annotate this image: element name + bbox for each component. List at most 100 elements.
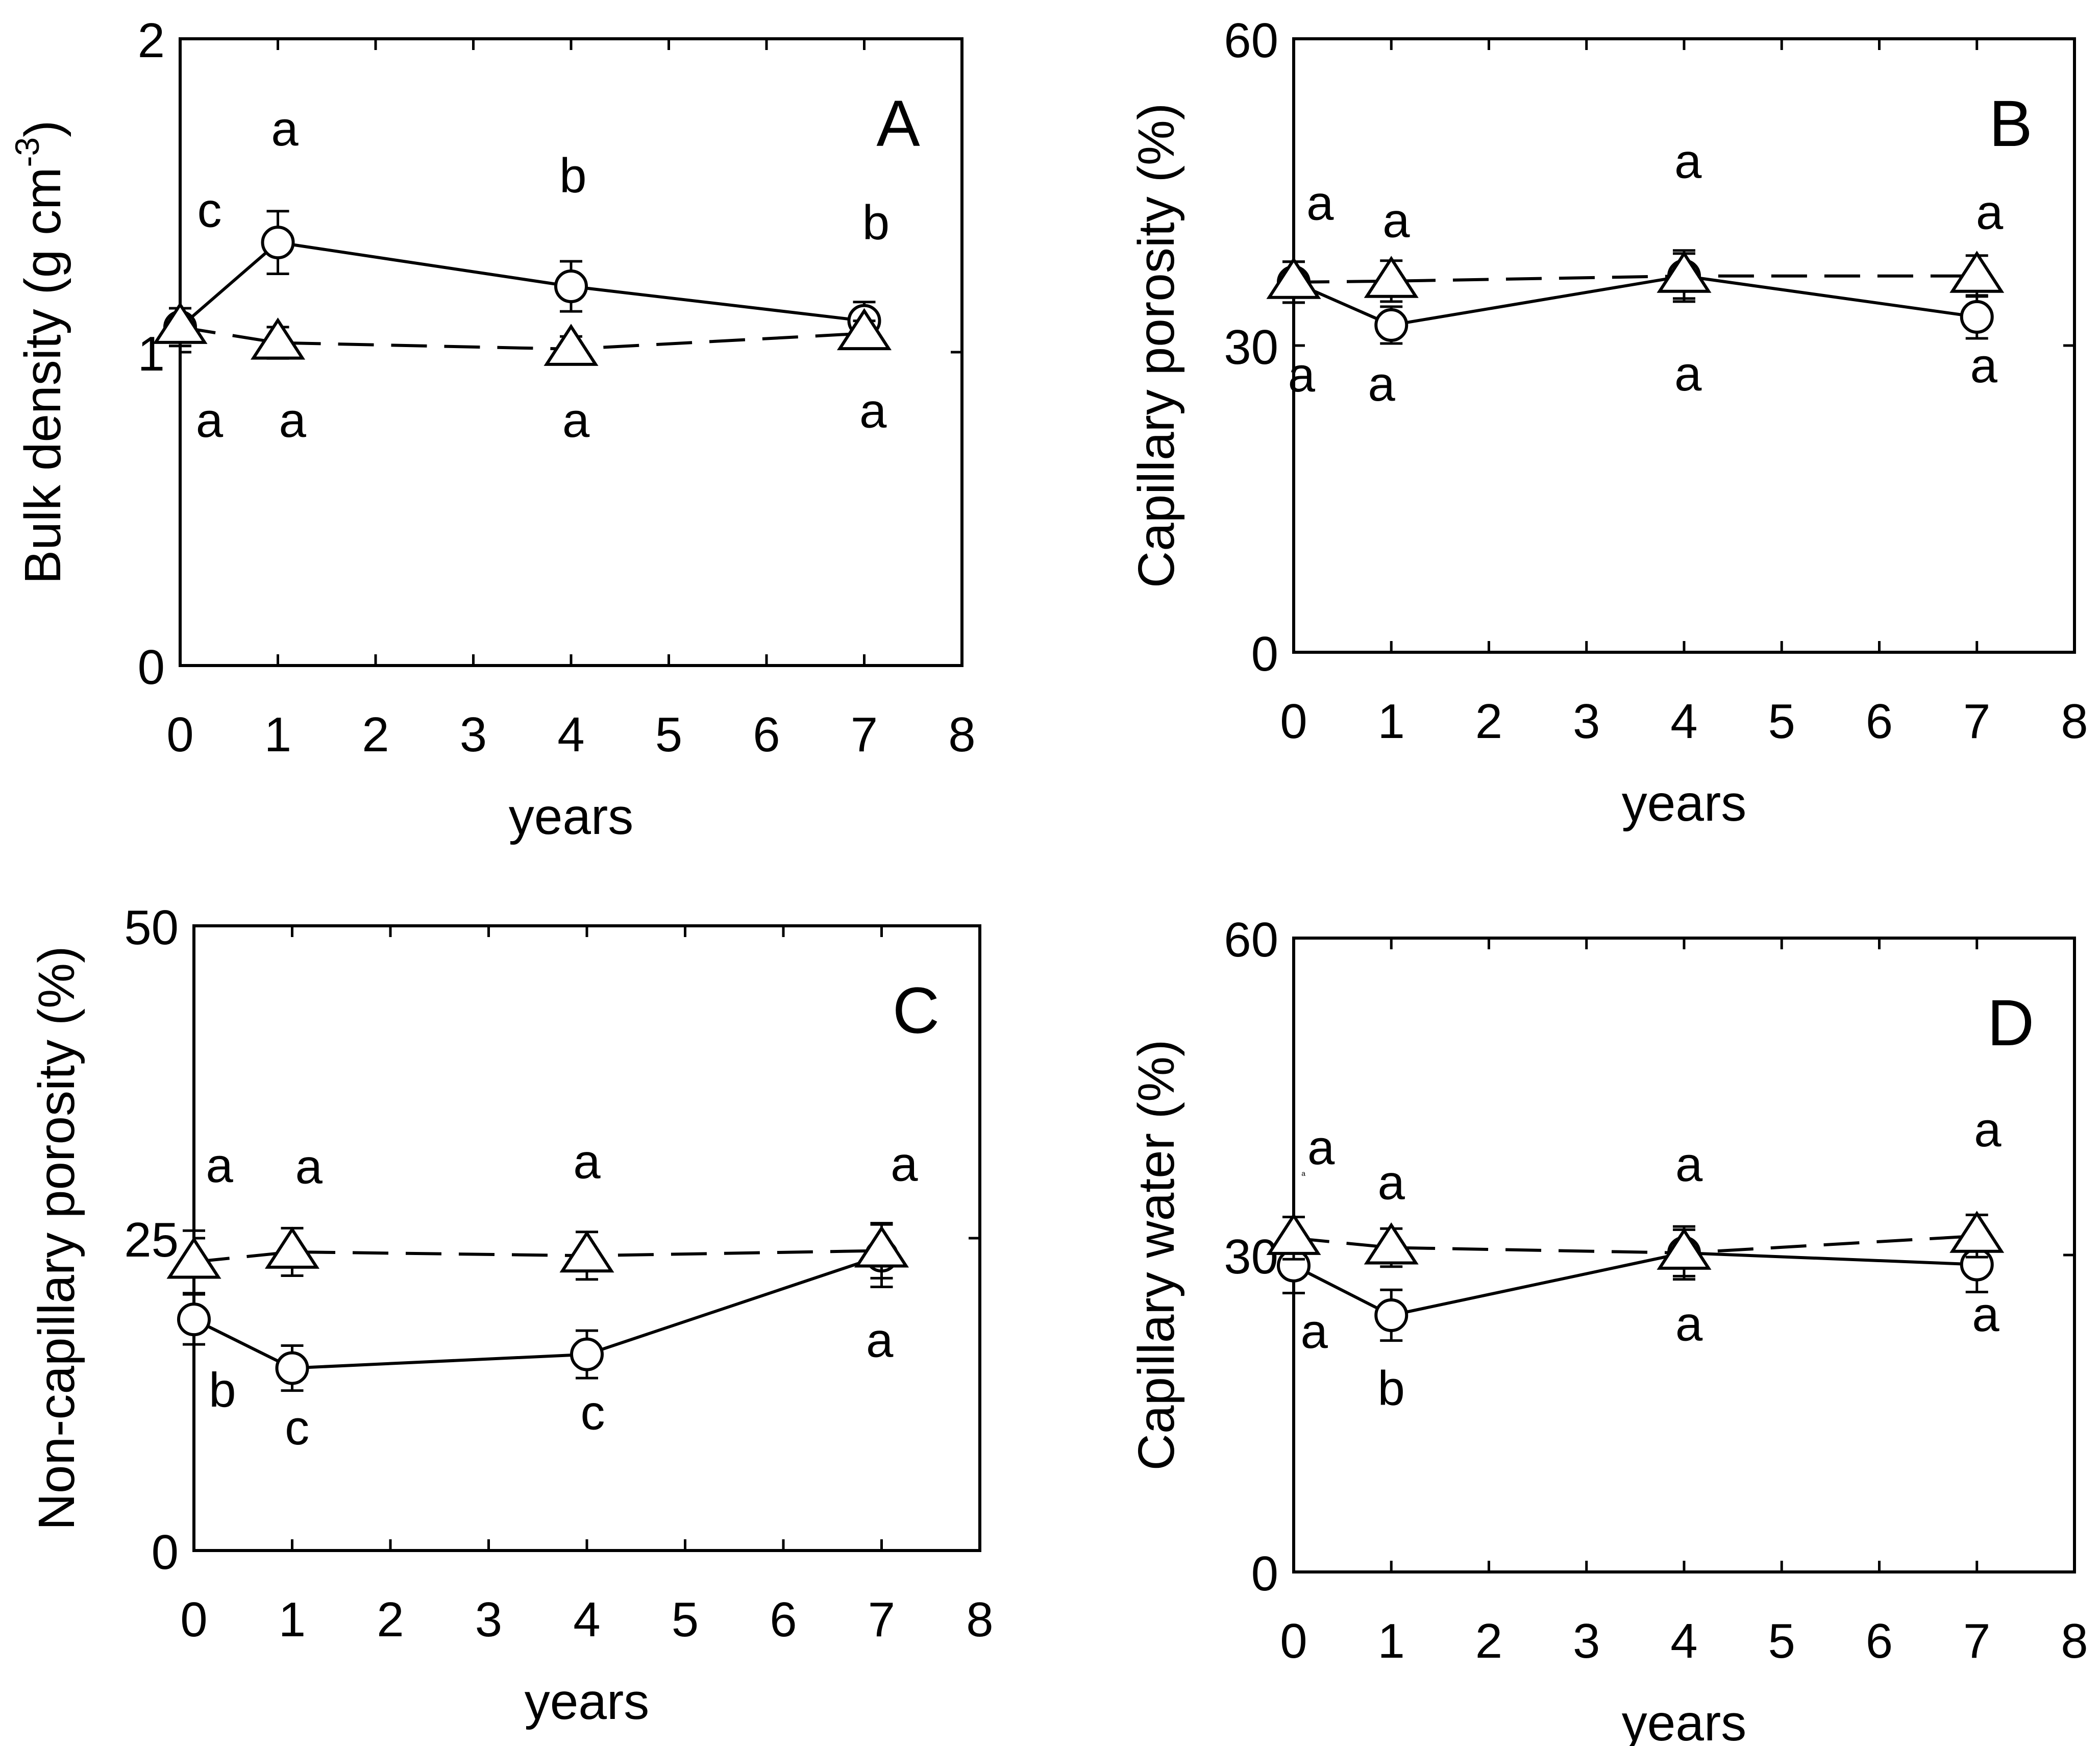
panel-a-series-circle-line <box>179 240 864 329</box>
panel-b-x-tick-label: 0 <box>1280 694 1307 749</box>
panel-c-series-circle-line <box>193 1254 882 1370</box>
panel-c-y-tick-label: 50 <box>124 900 179 955</box>
panel-a-y-axis-title-base: Bulk density (g cm <box>14 167 71 584</box>
panel-a-y-axis-title-sup: -3 <box>8 137 46 167</box>
panel-c-x-tick-label: 0 <box>180 1592 207 1647</box>
panel-b-series-circle-point <box>1960 300 1994 334</box>
panel-c-significance-letter: a <box>866 1313 894 1368</box>
panel-b-x-tick-label: 1 <box>1378 694 1405 749</box>
panel-c-y-tick-label: 0 <box>152 1525 179 1580</box>
panel-d-significance-letter: a <box>1307 1120 1335 1175</box>
panel-c-significance-letter: a <box>295 1139 323 1194</box>
panel-c-significance-letter: c <box>581 1386 605 1440</box>
panel-a-x-tick-label: 6 <box>753 707 780 762</box>
panel-c-x-axis-title: years <box>525 1673 650 1730</box>
panel-b-x-tick-label: 2 <box>1475 694 1502 749</box>
panel-a-significance-letter: a <box>562 393 590 448</box>
panel-a-y-axis-title-close: ) <box>14 120 71 137</box>
panel-b-x-tick-label: 5 <box>1768 694 1795 749</box>
panel-d-y-tick-label: 60 <box>1224 913 1278 967</box>
panel-a-significance-letter: a <box>859 383 887 438</box>
panel-c-series-triangle-point <box>854 1225 909 1268</box>
panel-b-significance-letter: a <box>1288 348 1316 402</box>
panel-a-y-axis-title: Bulk density (g cm-3) <box>8 120 71 584</box>
panel-b-y-tick-label: 0 <box>1251 627 1278 681</box>
panel-a-significance-letter: a <box>279 393 307 448</box>
panel-a-series-triangle-point <box>836 308 892 351</box>
panel-b-x-tick-label: 3 <box>1573 694 1600 749</box>
panel-b-series-circle-point <box>1374 308 1409 342</box>
panel-d-x-axis-title: years <box>1622 1694 1747 1746</box>
panel-d-significance-letter: a <box>1378 1155 1405 1210</box>
panel-b-series-triangle-point <box>1949 251 2005 293</box>
panel-b-significance-letter: a <box>1382 193 1410 248</box>
panel-d-x-tick-label: 6 <box>1866 1614 1893 1668</box>
panel-b-x-tick-label: 7 <box>1963 694 1990 749</box>
panel-b-series-triangle-point <box>1364 256 1419 298</box>
panel-c-x-tick-label: 5 <box>672 1592 699 1647</box>
panel-b-series-triangle-point <box>1657 251 1712 293</box>
panel-d-series-circle-point <box>1374 1298 1409 1332</box>
panel-c-series-triangle-line <box>193 1249 882 1264</box>
panel-a-x-tick-label: 1 <box>264 707 291 762</box>
panel-c-x-tick-label: 6 <box>770 1592 797 1647</box>
panel-c-y-tick-label: 25 <box>124 1213 179 1267</box>
panel-a-x-tick-label: 5 <box>655 707 682 762</box>
panel-b-panel-label: B <box>1989 87 2032 160</box>
panel-a-series-circle-point <box>554 269 588 304</box>
panel-b: 0 1 2 3 4 5 6 7 8 0 30 60 years Capillary porosity (%… <box>1128 13 2088 832</box>
panel-b-series-triangle-point <box>1266 257 1321 299</box>
panel-c-x-tick-label: 3 <box>475 1592 502 1647</box>
panel-a-x-tick-label: 4 <box>557 707 584 762</box>
panel-d-minor-mark: a <box>1301 1169 1305 1177</box>
panel-d-x-tick-label: 8 <box>2061 1614 2088 1668</box>
panel-a-series-circle-point <box>261 226 295 260</box>
panel-d-series-triangle-point <box>1657 1227 1712 1270</box>
panel-d-series-triangle-point <box>1364 1222 1419 1265</box>
panel-c-significance-letter: a <box>573 1134 601 1189</box>
panel-d-x-tick-label: 4 <box>1670 1614 1697 1668</box>
panel-a-panel-label: A <box>876 87 920 160</box>
panel-b-significance-letter: a <box>1674 347 1702 401</box>
panel-a-x-tick-label: 0 <box>166 707 193 762</box>
panel-c-significance-letter: a <box>891 1137 918 1191</box>
panel-d-x-tick-label: 3 <box>1573 1614 1600 1668</box>
panel-c-x-tick-label: 8 <box>966 1592 993 1647</box>
panel-b-x-tick-label: 6 <box>1866 694 1893 749</box>
panel-c-significance-letter: b <box>209 1363 236 1417</box>
panel-d-x-tick-label: 5 <box>1768 1614 1795 1668</box>
panel-b-significance-letter: a <box>1368 357 1395 411</box>
panel-d-series-triangle-line <box>1293 1234 1977 1255</box>
panel-d-series-circle-line <box>1293 1251 1977 1317</box>
panel-a-significance-letter: b <box>862 195 890 250</box>
panel-d-y-tick-label: 30 <box>1224 1229 1278 1284</box>
panel-d-series-triangle-point <box>1949 1211 2005 1253</box>
panel-c-series-circle-point <box>570 1337 604 1371</box>
panel-c-x-tick-label: 1 <box>279 1592 306 1647</box>
panel-d-x-tick-label: 0 <box>1280 1614 1307 1668</box>
panel-c-x-tick-label: 7 <box>868 1592 895 1647</box>
panel-a-significance-letter: a <box>196 393 224 448</box>
panel-c-series-triangle-point <box>264 1226 320 1269</box>
panel-d: 0 1 2 3 4 5 6 7 8 0 30 60 years Capillary water (%) Da… <box>1128 913 2088 1746</box>
panel-b-series-triangle-line <box>1293 274 1977 284</box>
panel-d-significance-letter: a <box>1974 1102 2002 1157</box>
panel-d-y-axis-title: Capillary water (%) <box>1128 1040 1185 1471</box>
panel-a-significance-letter: a <box>271 102 299 156</box>
panel-a-series-triangle-point <box>543 324 599 366</box>
panel-c-series-circle-point <box>177 1302 211 1337</box>
panel-b-series-circle-line <box>1293 274 1978 327</box>
panel-a-x-tick-label: 2 <box>362 707 389 762</box>
panel-d-panel-label: D <box>1987 987 2034 1060</box>
panel-c-significance-letter: a <box>206 1138 233 1193</box>
panel-b-x-tick-label: 8 <box>2061 694 2088 749</box>
panel-b-significance-letter: a <box>1306 176 1334 231</box>
panel-d-significance-letter: a <box>1972 1287 1999 1342</box>
panel-d-significance-letter: a <box>1675 1297 1703 1351</box>
panel-a-y-tick-label: 2 <box>138 13 165 68</box>
panel-c-panel-label: C <box>893 974 940 1047</box>
panel-d-x-tick-label: 7 <box>1963 1614 1990 1668</box>
panel-d-series-triangle-point <box>1266 1213 1321 1255</box>
panel-b-y-tick-label: 60 <box>1224 13 1278 68</box>
